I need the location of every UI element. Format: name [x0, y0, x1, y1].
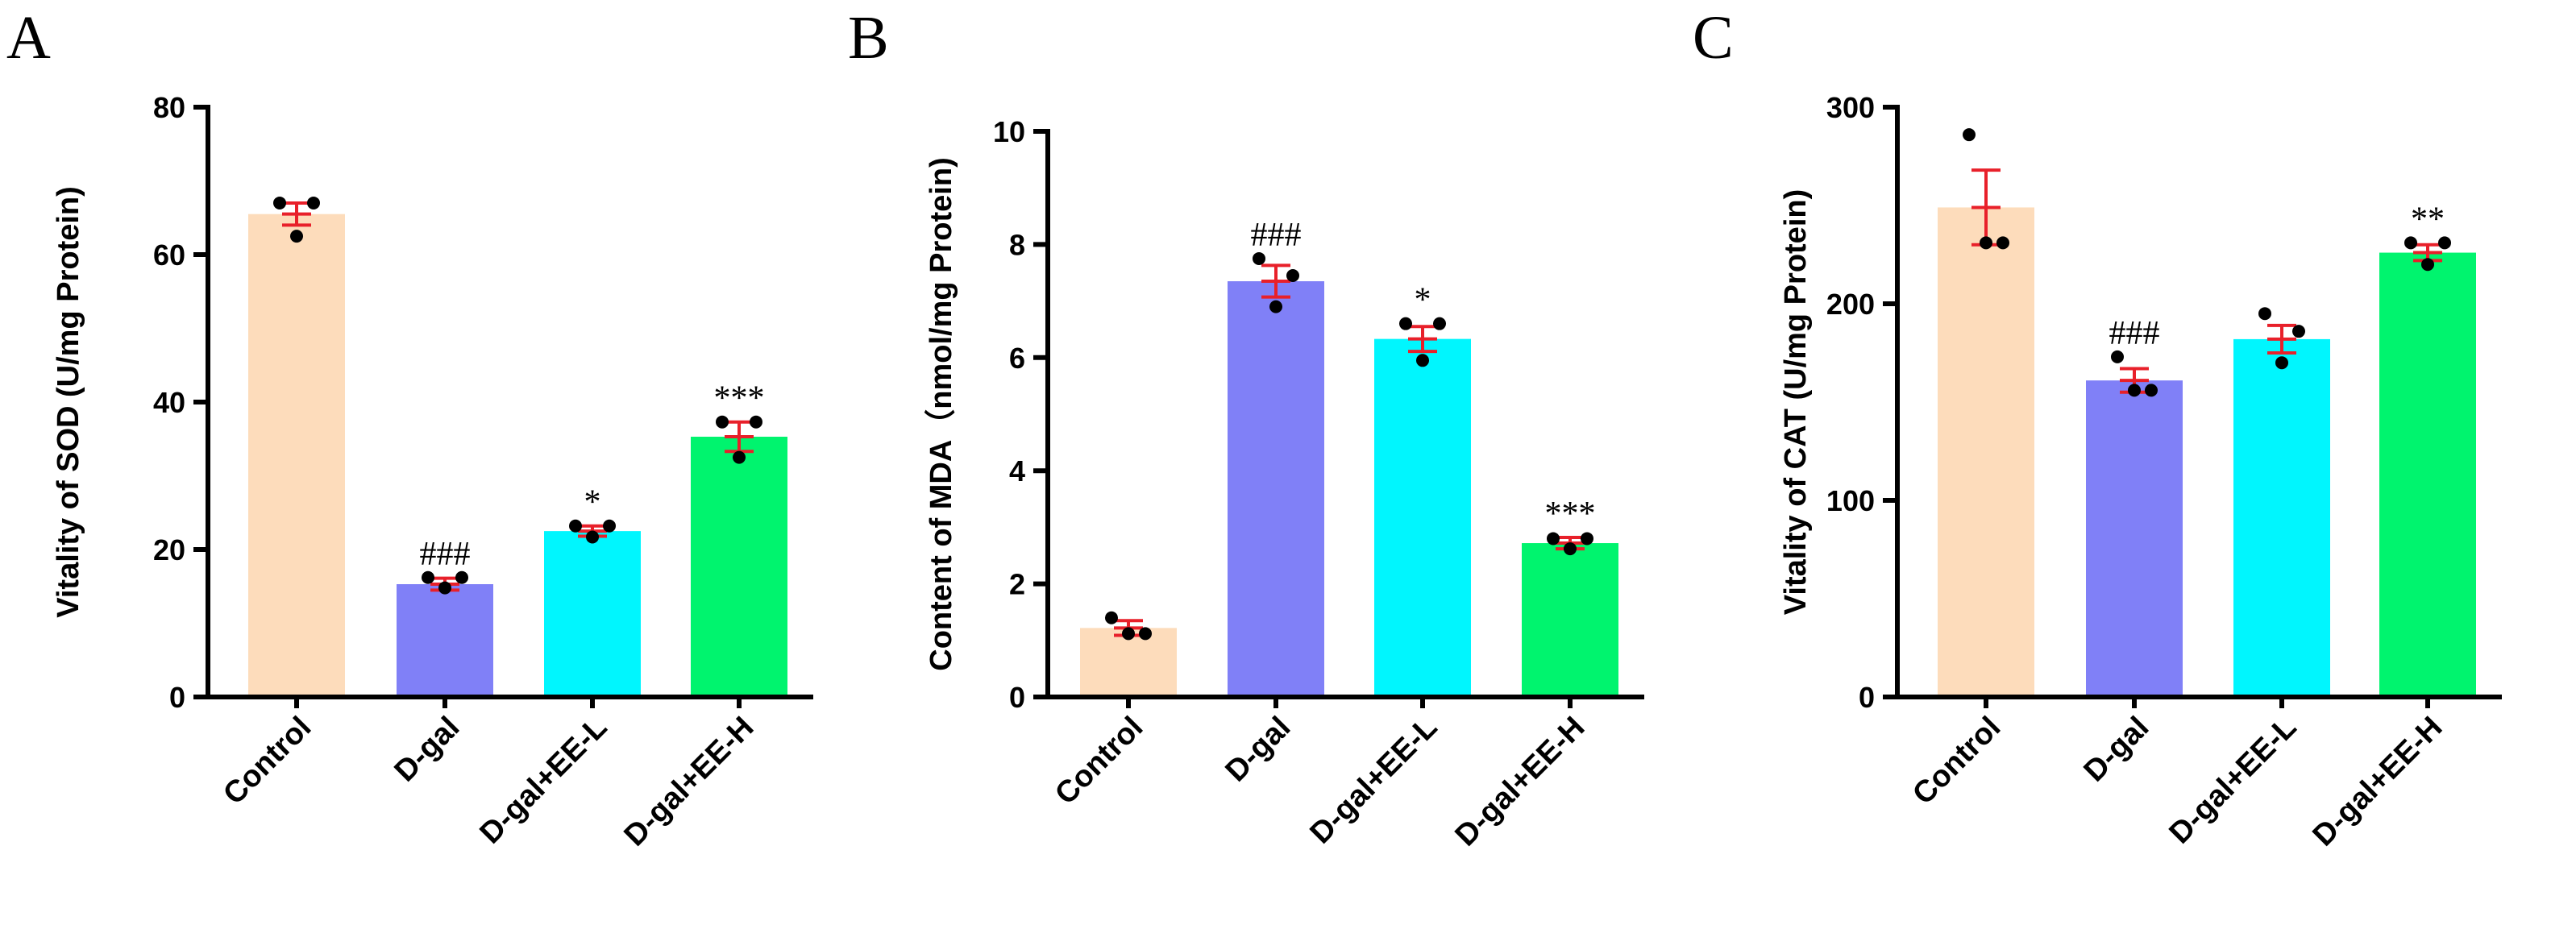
- significance-label-b-3: *: [1415, 282, 1431, 319]
- bar-c-2: [2086, 380, 2183, 697]
- data-point-a-2-1: [422, 570, 434, 584]
- data-point-a-1-1: [273, 196, 286, 209]
- category-label-c-4: D-gal+EE-H: [2307, 711, 2449, 853]
- y-tick-label-b-1: 2: [1009, 568, 1025, 601]
- y-axis-label-a: Vitality of SOD (U/mg Protein): [52, 186, 85, 618]
- panel-letter-b: B: [848, 4, 889, 72]
- data-point-b-2-2: [1286, 269, 1299, 283]
- bar-c-4: [2379, 252, 2476, 697]
- data-point-b-4-2: [1581, 532, 1593, 545]
- data-point-c-3-2: [2292, 325, 2305, 338]
- error-bar-a-1: [282, 201, 311, 227]
- panel-letter-c: C: [1693, 4, 1734, 72]
- data-point-c-2-3: [2128, 384, 2141, 397]
- y-tick-label-b-4: 8: [1009, 228, 1025, 261]
- bar-c-1: [1938, 207, 2034, 697]
- data-point-b-4-1: [1547, 532, 1560, 545]
- significance-label-c-4: **: [2411, 201, 2445, 238]
- error-bar-b-3: [1408, 325, 1437, 354]
- y-tick-label-c-3: 300: [1826, 91, 1875, 124]
- y-tick-label-a-0: 0: [169, 681, 185, 714]
- significance-label-a-4: ***: [714, 380, 765, 417]
- category-label-b-3: D-gal+EE-L: [1304, 711, 1444, 851]
- significance-label-a-3: *: [584, 484, 601, 521]
- y-tick-label-a-2: 40: [153, 386, 185, 419]
- significance-label-a-2: ###: [420, 536, 471, 573]
- data-point-c-1-3: [1980, 236, 1992, 250]
- category-label-b-4: D-gal+EE-H: [1449, 711, 1592, 853]
- y-tick-label-a-4: 80: [153, 91, 185, 124]
- data-point-a-3-2: [603, 519, 616, 533]
- data-point-c-1-2: [1996, 236, 2009, 250]
- error-bar-c-3: [2267, 323, 2296, 355]
- data-point-a-1-3: [290, 230, 303, 243]
- data-point-b-4-3: [1564, 542, 1577, 556]
- data-point-c-1-1: [1963, 128, 1976, 142]
- bar-b-3: [1374, 338, 1471, 697]
- data-point-c-2-2: [2145, 384, 2158, 397]
- bar-c-3: [2233, 338, 2330, 697]
- data-point-b-3-1: [1399, 317, 1412, 330]
- data-point-c-4-1: [2404, 236, 2417, 250]
- chart-panel-c: Control ### D-gal D-gal+EE-L ** D-gal+EE-H 0 10…: [1779, 91, 2502, 852]
- y-tick-label-b-5: 10: [993, 115, 1025, 148]
- y-tick-label-b-0: 0: [1009, 681, 1025, 714]
- panel-letter-a: A: [6, 4, 51, 72]
- category-label-a-4: D-gal+EE-H: [618, 711, 761, 853]
- y-axis-label-c: Vitality of CAT (U/mg Protein): [1779, 189, 1813, 616]
- category-label-a-2: D-gal: [388, 711, 466, 789]
- data-point-b-1-1: [1105, 611, 1118, 624]
- data-point-a-4-3: [733, 450, 746, 464]
- category-label-c-1: Control: [1906, 711, 2007, 811]
- chart-panel-b: Control ### D-gal * D-gal+EE-L *** D-gal+EE-H 0…: [924, 115, 1644, 852]
- y-tick-label-a-3: 60: [153, 239, 185, 272]
- data-point-a-3-1: [569, 519, 582, 533]
- significance-label-b-4: ***: [1545, 496, 1596, 533]
- data-point-a-2-3: [438, 581, 451, 595]
- y-tick-label-c-0: 0: [1859, 681, 1875, 714]
- data-point-b-3-3: [1416, 354, 1429, 367]
- data-point-c-4-2: [2438, 236, 2451, 250]
- data-point-b-1-3: [1122, 627, 1135, 641]
- category-label-b-1: Control: [1049, 711, 1149, 811]
- data-point-a-3-3: [586, 530, 599, 544]
- bar-b-2: [1228, 281, 1324, 697]
- data-point-b-2-3: [1269, 300, 1282, 313]
- category-label-a-1: Control: [217, 711, 318, 811]
- bar-b-4: [1522, 543, 1618, 697]
- bar-a-3: [544, 531, 641, 697]
- category-label-c-2: D-gal: [2077, 711, 2155, 789]
- category-label-a-3: D-gal+EE-L: [474, 711, 614, 851]
- significance-label-c-2: ###: [2109, 315, 2160, 352]
- y-tick-label-c-2: 200: [1826, 288, 1875, 321]
- data-point-b-2-1: [1253, 251, 1265, 265]
- y-tick-label-a-1: 20: [153, 533, 185, 566]
- bar-a-1: [248, 214, 345, 697]
- data-point-c-2-1: [2111, 350, 2124, 363]
- data-point-a-2-2: [455, 570, 468, 584]
- y-tick-label-c-1: 100: [1826, 484, 1875, 517]
- category-label-c-3: D-gal+EE-L: [2163, 711, 2304, 851]
- significance-label-b-2: ###: [1251, 217, 1302, 254]
- y-axis-label-b: Content of MDA（nmol/mg Protein): [924, 157, 958, 670]
- chart-panel-a: Control ### D-gal * D-gal+EE-L *** D-gal+EE-H 0…: [52, 91, 813, 852]
- data-point-a-1-2: [307, 196, 320, 209]
- data-point-b-3-2: [1433, 317, 1446, 330]
- error-bar-b-2: [1261, 263, 1290, 299]
- data-point-a-4-1: [716, 415, 729, 429]
- y-tick-label-b-2: 4: [1009, 454, 1025, 487]
- data-point-a-4-2: [750, 415, 762, 429]
- data-point-c-3-3: [2275, 356, 2288, 370]
- y-tick-label-b-3: 6: [1009, 342, 1025, 375]
- data-point-c-4-3: [2421, 258, 2434, 272]
- category-label-b-2: D-gal: [1219, 711, 1297, 789]
- bar-a-2: [397, 584, 493, 697]
- bar-a-4: [691, 437, 787, 697]
- data-point-c-3-1: [2258, 307, 2271, 321]
- data-point-b-1-2: [1139, 627, 1152, 641]
